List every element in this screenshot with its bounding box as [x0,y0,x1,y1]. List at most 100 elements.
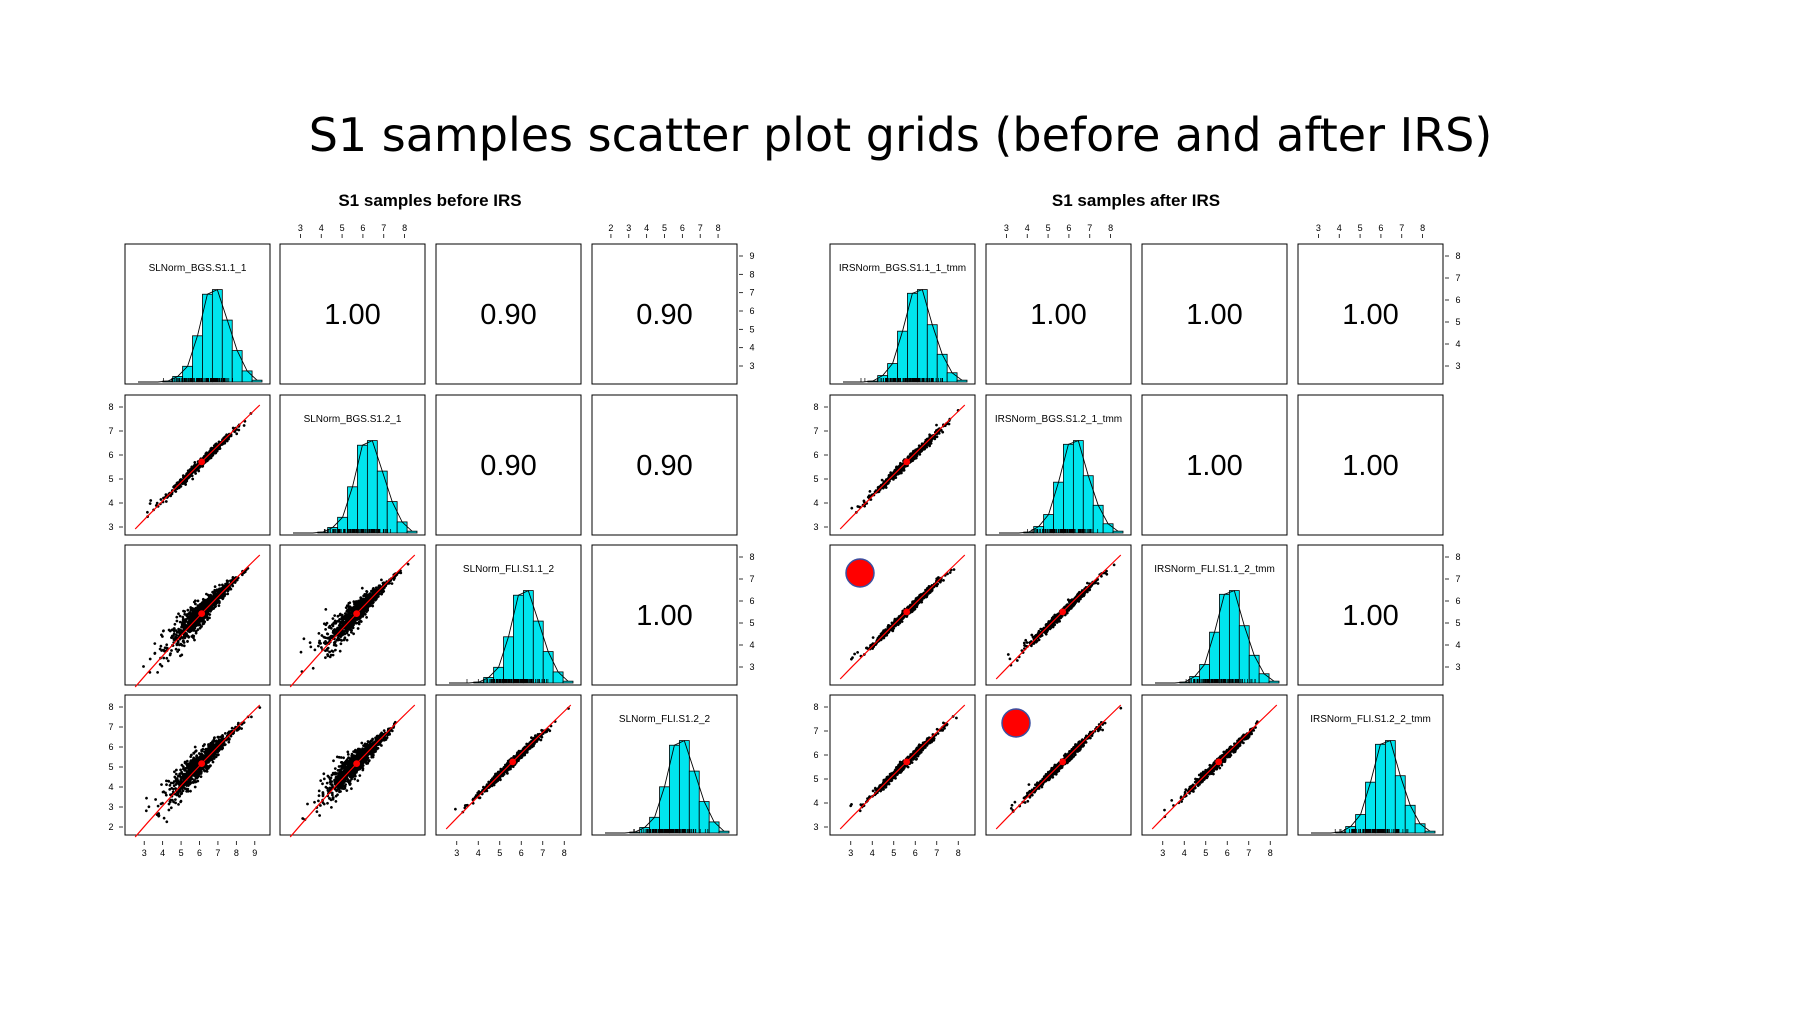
correlation-label: 1.00 [1030,299,1086,331]
panel-r1-c4: 0.90 [591,243,738,385]
right-axis-tick-label: 5 [749,618,754,628]
center-point [1215,758,1223,766]
bottom-axis-tick-label: 3 [848,848,853,858]
panel-r2-c1 [829,394,976,536]
histogram-bar [231,350,243,383]
panel-r3-c2 [279,544,426,688]
panel-frame [1297,544,1444,686]
panel-r1-c2: 1.00 [279,243,426,385]
panel-r2-c2: IRSNorm_BGS.S1.2_1_tmm [985,394,1132,536]
top-axis-tick-label: 7 [698,223,703,233]
correlation-label: 1.00 [1186,450,1242,482]
center-point [903,458,911,466]
panel-r3-c2 [985,544,1132,686]
right-axis-tick-label: 8 [749,552,754,562]
histogram-bar [406,530,418,534]
panel-r4-c1 [829,694,976,836]
fit-line [839,704,966,830]
bottom-axis-tick-label: 4 [1182,848,1187,858]
bottom-axis-tick-label: 8 [234,848,239,858]
variable-label: SLNorm_FLI.S1.2_2 [619,714,711,725]
top-axis-tick-label: 6 [360,223,365,233]
top-axis-tick-label: 8 [402,223,407,233]
bottom-axis-tick-label: 7 [934,848,939,858]
right-axis-tick-label: 3 [1455,361,1460,371]
correlation-label: 0.90 [480,299,536,331]
histogram-bar [1082,475,1094,534]
histogram-bar [956,379,968,383]
histogram-bar [241,370,253,383]
bottom-axis-tick-label: 6 [1225,848,1230,858]
right-axis-tick-label: 4 [749,640,754,650]
center-point [198,610,206,618]
top-axis-tick-label: 5 [1358,223,1363,233]
histogram-bar [1102,523,1114,534]
histogram-bar [562,680,574,684]
right-axis-tick-label: 5 [1455,618,1460,628]
left-axis-tick-label: 8 [813,402,818,412]
rug-marks [163,378,233,382]
histogram-bar [552,671,564,684]
right-axis-tick-label: 6 [1455,295,1460,305]
right-axis-tick-label: 7 [1455,574,1460,584]
right-axis-tick-label: 8 [1455,251,1460,261]
highlight-marker [845,558,875,588]
histogram-bar [698,801,710,834]
bottom-axis-tick-label: 4 [476,848,481,858]
top-axis-tick-label: 7 [1087,223,1092,233]
fit-line [134,704,261,838]
panel-r2-c4: 0.90 [591,394,738,536]
right-axis-tick-label: 5 [749,324,754,334]
panel-r1-c3: 1.00 [1141,243,1288,385]
panel-r1-c2: 1.00 [985,243,1132,385]
panel-frame [435,394,582,536]
left-axis-tick-label: 5 [108,762,113,772]
highlight-marker [1001,708,1031,738]
right-axis-tick-label: 7 [749,574,754,584]
panel-r3-c3: IRSNorm_FLI.S1.1_2_tmm [1141,544,1288,686]
density-curve [449,589,569,684]
right-axis-tick-label: 7 [1455,273,1460,283]
left-axis-tick-label: 7 [813,426,818,436]
panel-r3-c3: SLNorm_FLI.S1.1_2 [435,544,582,686]
histogram-bar [1053,481,1064,534]
right-axis-tick-label: 4 [749,343,754,353]
left-axis-tick-label: 8 [813,702,818,712]
bottom-axis-tick-label: 6 [913,848,918,858]
right-axis-tick-label: 4 [1455,640,1460,650]
density-curve [293,439,413,534]
histogram-bar [1112,530,1124,534]
histogram-bar [522,590,534,684]
grid-after: S1 samples after IRS IRSNorm_BGS.S1.1_1_t… [813,191,1460,858]
bottom-axis-tick-label: 8 [956,848,961,858]
histogram-bar [936,353,948,383]
bottom-axis-tick-label: 7 [215,848,220,858]
right-axis-tick-label: 3 [749,361,754,371]
grid-title: S1 samples before IRS [338,191,521,210]
center-point [903,608,911,616]
correlation-label: 0.90 [480,450,536,482]
histogram-bar [1424,830,1436,834]
right-axis-tick-label: 8 [749,269,754,279]
bottom-axis-tick-label: 5 [1203,848,1208,858]
scatter-points [849,715,958,813]
histogram-bar [503,636,514,684]
histogram-bar [396,521,408,534]
right-axis-tick-label: 7 [749,288,754,298]
top-axis-tick-label: 7 [1399,223,1404,233]
panel-r2-c1 [124,394,271,536]
top-axis-tick-label: 8 [1420,223,1425,233]
left-axis-tick-label: 7 [108,426,113,436]
right-axis-tick-label: 3 [749,662,754,672]
left-axis-tick-label: 2 [108,822,113,832]
histogram-bar [366,440,378,534]
panel-r4-c3 [435,694,582,836]
top-axis-tick-label: 3 [626,223,631,233]
left-axis-tick-label: 4 [813,498,818,508]
correlation-label: 1.00 [1342,450,1398,482]
histogram-bar [678,740,690,834]
histogram-bar [1268,680,1280,684]
right-axis-tick-label: 8 [1455,552,1460,562]
fit-line [1151,704,1278,830]
